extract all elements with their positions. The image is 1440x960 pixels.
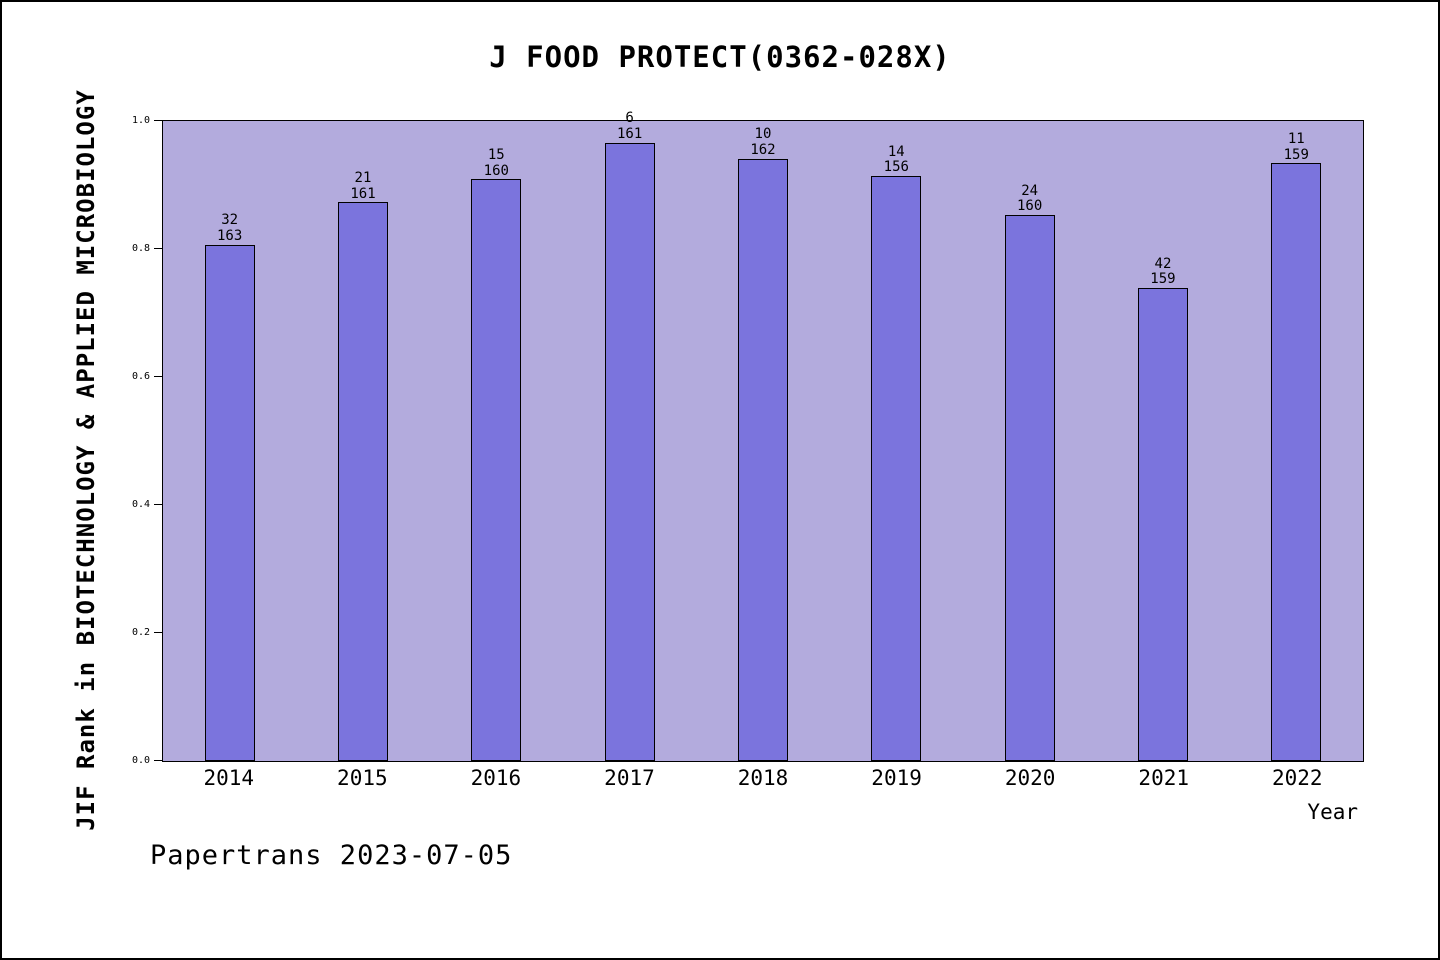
y-tick-mark [154,760,162,761]
bar-value-label: 42 159 [1150,255,1176,288]
bar-2022: 11 159 [1271,131,1322,761]
bar-2015: 21 161 [337,170,388,761]
y-axis-label: JIF Rank in BIOTECHNOLOGY & APPLIED MICR… [72,89,100,831]
y-tick-mark [154,504,162,505]
x-tick-label-2022: 2022 [1271,766,1323,790]
bar-slot-2019: 14 156 [830,121,963,761]
x-tick-label-2019: 2019 [871,766,922,790]
bar-slot-2022: 11 159 [1230,121,1363,761]
x-tick-label-2016: 2016 [470,766,522,790]
bar-value-label: 6 161 [616,110,643,143]
bar-value-label: 10 162 [750,126,776,159]
bar-2014: 32 163 [204,213,255,761]
y-tick-mark [154,632,162,633]
x-tick-label-2020: 2020 [1004,766,1056,790]
x-tick-label-2021: 2021 [1138,766,1189,790]
bar-2018: 10 162 [737,127,788,761]
bar-slot-2015: 21 161 [296,121,429,761]
bar-slot-2017: 6 161 [563,111,696,761]
x-axis-label: Year [1307,800,1358,824]
bar-2021: 42 159 [1137,256,1188,761]
y-tick-label: 0.8 [131,243,150,254]
x-tick-label-2015: 2015 [337,766,388,790]
bar-value-label: 32 163 [217,212,243,244]
bar-value-label: 14 156 [883,143,909,176]
bar-2020: 24 160 [1004,183,1055,761]
plot-area: 32 163 21 161 15 160 6 161 10 162 14 156 24 160 42 159 1… [132,111,1364,766]
y-tick-label: 0.6 [131,371,150,382]
bar-value-label: 15 160 [483,146,509,179]
bars-container: 32 163 21 161 15 160 6 161 10 162 14 156 24 160 42 159 1… [163,111,1363,761]
bar-value-label: 24 160 [1016,182,1043,215]
y-tick-label: 0.0 [131,755,150,766]
bar-slot-2018: 10 162 [696,121,829,761]
bar-slot-2014: 32 163 [163,121,296,761]
bar-slot-2020: 24 160 [963,121,1096,761]
bar-value-label: 21 161 [350,169,376,202]
bar-slot-2021: 42 159 [1096,121,1229,761]
y-tick-label: 1.0 [131,115,150,126]
y-tick-mark [154,248,162,249]
y-tick-label: 0.4 [131,499,150,510]
bar-slot-2016: 15 160 [430,121,563,761]
chart-title: J FOOD PROTECT(0362-028X) [489,40,951,74]
bar-2017: 6 161 [604,111,655,761]
x-tick-label-2017: 2017 [604,766,655,790]
x-tick-label-2014: 2014 [203,766,255,790]
y-tick-mark [154,120,162,121]
watermark-text: Papertrans 2023-07-05 [150,840,513,871]
bar-2016: 15 160 [471,147,522,761]
bar-2019: 14 156 [871,144,922,761]
y-tick-label: 0.2 [131,627,150,638]
y-tick-mark [154,376,162,377]
x-axis-tick-labels: 2014 2015 2016 2017 2018 2019 2020 2021 2022 [162,766,1364,790]
bar-value-label: 11 159 [1283,130,1309,163]
x-tick-label-2018: 2018 [737,766,789,790]
